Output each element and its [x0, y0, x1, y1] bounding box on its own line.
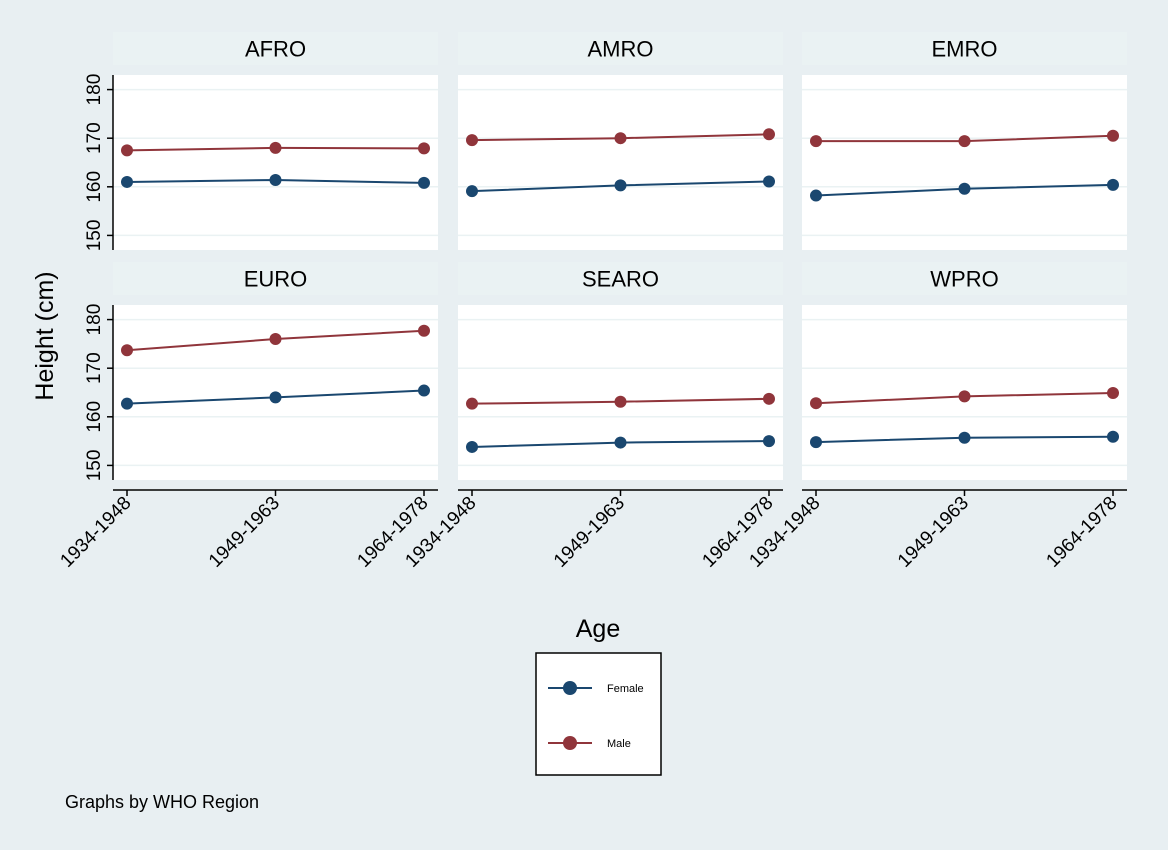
data-point-male: [1107, 129, 1119, 142]
data-point-female: [269, 391, 282, 404]
legend-marker-female: [563, 681, 577, 695]
data-point-female: [121, 397, 133, 410]
data-point-female: [418, 384, 430, 397]
data-point-male: [763, 392, 775, 405]
data-point-male: [418, 324, 430, 337]
legend-box: [535, 652, 662, 776]
legend: Female Male: [535, 652, 662, 776]
y-tick-label: 180: [84, 304, 105, 336]
y-tick-label: 150: [84, 450, 105, 482]
y-tick-label: 150: [84, 220, 105, 252]
panel-amro: AMRO: [458, 32, 783, 250]
panel-title: AFRO: [245, 37, 306, 62]
data-point-female: [466, 185, 478, 198]
data-point-female: [269, 174, 282, 186]
plot-area: [458, 75, 783, 250]
y-axis-label: Height (cm): [31, 271, 59, 400]
data-point-female: [121, 175, 133, 188]
data-point-male: [269, 141, 282, 154]
panel-afro: AFRO: [113, 32, 438, 250]
plot-area: [802, 75, 1127, 250]
data-point-male: [466, 397, 478, 410]
panel-searo: SEARO: [458, 262, 783, 480]
data-point-male: [121, 144, 133, 157]
data-point-male: [418, 142, 430, 155]
figure-note: Graphs by WHO Region: [65, 792, 259, 812]
data-point-male: [269, 333, 282, 346]
panels-group: AFRO AMRO EMRO EURO SEARO WPRO: [113, 32, 1127, 480]
panel-header: [458, 262, 783, 295]
data-point-female: [418, 176, 430, 189]
data-point-male: [1107, 386, 1119, 399]
data-point-male: [121, 344, 133, 357]
plot-area: [458, 305, 783, 480]
data-point-female: [810, 436, 822, 449]
data-point-male: [614, 395, 627, 408]
panel-title: WPRO: [930, 267, 998, 292]
y-tick-label: 160: [84, 401, 105, 433]
panel-euro: EURO: [113, 262, 438, 480]
data-point-male: [466, 134, 478, 147]
data-point-female: [1107, 178, 1119, 191]
data-point-female: [763, 175, 775, 188]
data-point-male: [810, 397, 822, 410]
x-axis-label: Age: [576, 615, 620, 643]
data-point-female: [958, 431, 971, 444]
data-point-male: [614, 132, 627, 145]
plot-area: [113, 75, 438, 250]
data-point-female: [1107, 430, 1119, 443]
y-tick-label: 160: [84, 171, 105, 203]
data-point-male: [763, 128, 775, 141]
panel-title: AMRO: [588, 37, 654, 62]
panel-header: [458, 32, 783, 65]
panel-title: SEARO: [582, 267, 659, 292]
data-point-female: [763, 435, 775, 448]
data-point-female: [810, 189, 822, 202]
panel-title: EMRO: [932, 37, 998, 62]
y-tick-label: 170: [84, 352, 105, 384]
panel-header: [802, 32, 1127, 65]
data-point-female: [614, 436, 627, 449]
data-point-male: [958, 135, 971, 148]
data-point-male: [810, 135, 822, 148]
data-point-male: [958, 390, 971, 403]
y-tick-label: 180: [84, 74, 105, 106]
y-tick-label: 170: [84, 122, 105, 154]
data-point-female: [958, 182, 971, 195]
panel-header: [113, 32, 438, 65]
panel-header: [802, 262, 1127, 295]
legend-marker-male: [563, 736, 577, 750]
panel-emro: EMRO: [802, 32, 1127, 250]
panel-header: [113, 262, 438, 295]
legend-label-male: Male: [607, 738, 631, 750]
legend-label-female: Female: [607, 683, 644, 695]
panel-wpro: WPRO: [802, 262, 1127, 480]
data-point-female: [614, 179, 627, 192]
data-point-female: [466, 440, 478, 453]
panel-title: EURO: [244, 267, 308, 292]
